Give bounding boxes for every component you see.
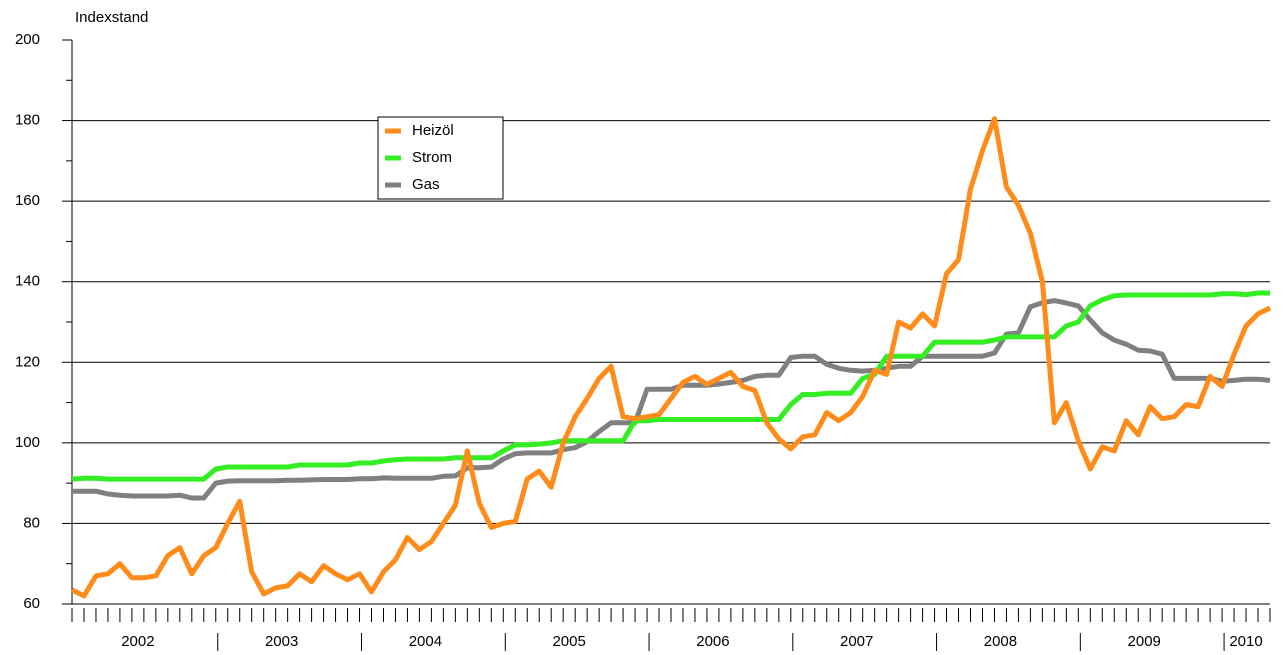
y-tick-label: 200 [15, 31, 40, 48]
year-label: 2010 [1229, 633, 1262, 650]
legend-label: Gas [412, 176, 440, 193]
legend-label: Heizöl [412, 122, 454, 139]
series-line [71, 290, 1270, 482]
year-label: 2005 [552, 633, 585, 650]
year-label: 2008 [984, 633, 1017, 650]
y-tick-label: 120 [15, 353, 40, 370]
year-label: 2007 [840, 633, 873, 650]
year-label: 2006 [696, 633, 729, 650]
year-label: 2009 [1128, 633, 1161, 650]
year-label: 2002 [121, 633, 154, 650]
y-tick-label: 140 [15, 273, 40, 290]
series-line [72, 298, 1271, 501]
y-axis-label: Indexstand [75, 9, 148, 26]
legend-label: Strom [412, 149, 452, 166]
year-label: 2004 [409, 633, 442, 650]
y-tick-label: 160 [15, 192, 40, 209]
year-label: 2003 [265, 633, 298, 650]
y-tick-label: 60 [23, 595, 40, 612]
legend: Heizöl Strom Gas [377, 116, 504, 200]
series-line [70, 116, 1272, 599]
y-tick-label: 100 [15, 434, 40, 451]
y-tick-label: 180 [15, 112, 40, 129]
y-tick-label: 80 [23, 514, 40, 531]
